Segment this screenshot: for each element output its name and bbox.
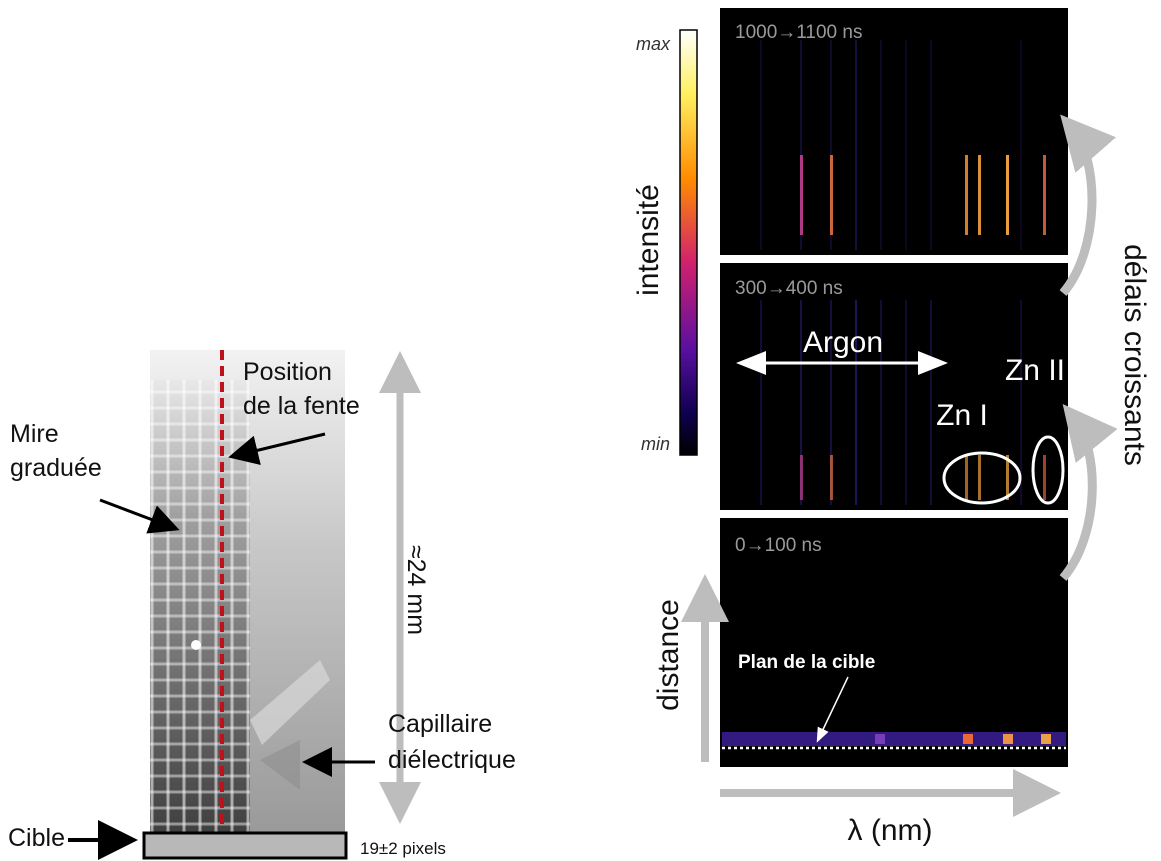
spectral-line <box>1043 455 1046 500</box>
panel-time: 0→100 ns <box>735 535 822 556</box>
colorbar-title: intensité <box>632 184 665 296</box>
spectral-line <box>800 300 802 505</box>
spectral-line <box>855 40 857 250</box>
wavelength-label: λ (nm) <box>848 814 933 847</box>
spectral-line <box>930 40 932 250</box>
spectral-line <box>1020 300 1022 505</box>
spectral-line <box>978 455 981 500</box>
spectral-line <box>855 300 857 505</box>
spectral-line <box>875 734 885 744</box>
colorbar-max: max <box>636 34 671 54</box>
delay-arrow <box>1059 114 1117 296</box>
target-label: Cible <box>8 824 65 852</box>
distance-label: distance <box>652 599 685 711</box>
spectral-line <box>963 734 973 744</box>
panel-time: 300→400 ns <box>735 278 843 299</box>
width-label: 19±2 pixels <box>360 839 446 858</box>
spectral-line <box>800 155 803 235</box>
zn2-ellipse <box>1031 435 1065 505</box>
colorbar-min: min <box>641 434 670 454</box>
arrow <box>99 498 180 534</box>
zn1-ellipse <box>942 451 1022 505</box>
capillary-label: Capillaire diélectrique <box>388 710 516 774</box>
spectral-line <box>1003 734 1013 744</box>
spectral-line <box>1041 734 1051 744</box>
colorbar <box>679 29 698 456</box>
target-plane-label: Plan de la cible <box>738 652 875 673</box>
spectral-line <box>880 40 882 250</box>
arrow <box>816 676 849 743</box>
spectral-line <box>1006 455 1009 500</box>
spectral-line <box>800 455 803 500</box>
spectral-line <box>760 40 762 250</box>
spectral-line <box>1006 155 1009 235</box>
panel-time: 1000→1100 ns <box>735 22 862 43</box>
spectral-line <box>880 300 882 505</box>
spectral-line <box>830 300 832 505</box>
spectral-line <box>722 732 1066 746</box>
grid-label: Mire graduée <box>10 420 102 482</box>
zn1-label: Zn I <box>936 399 988 432</box>
delay-label: délais croissants <box>1118 244 1151 466</box>
delay-arrow <box>1059 404 1118 581</box>
spectral-line <box>1020 40 1022 250</box>
zn2-label: Zn II <box>1005 354 1065 387</box>
argon-label: Argon <box>803 326 883 359</box>
length-label: ≈24 mm <box>402 545 430 635</box>
spectral-line <box>965 455 968 500</box>
spectra-panels <box>720 8 1068 767</box>
spectral-line <box>930 300 932 505</box>
spectral-line <box>830 455 833 500</box>
spectral-line <box>905 300 907 505</box>
spectral-line <box>830 155 833 235</box>
spectral-line <box>1043 155 1046 235</box>
arrow <box>228 432 326 465</box>
spectral-line <box>760 300 762 505</box>
spectral-line <box>965 155 968 235</box>
spectral-line <box>800 40 802 250</box>
slit-label: Position de la fente <box>243 358 360 420</box>
spectral-line <box>978 155 981 235</box>
spectral-line <box>830 40 832 250</box>
left-photo <box>142 350 348 860</box>
spectral-line <box>905 40 907 250</box>
